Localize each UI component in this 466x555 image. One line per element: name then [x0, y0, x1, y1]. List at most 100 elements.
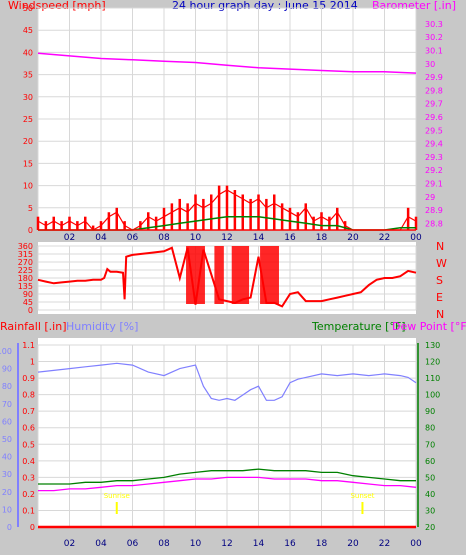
- x-tick-label: 18: [316, 233, 328, 243]
- compass-label: S: [436, 274, 443, 287]
- rain-y-tick: 0: [30, 523, 35, 532]
- rain-y-tick: 0.6: [22, 424, 35, 433]
- barometer-y-tick: 29: [425, 193, 435, 202]
- x-tick-label: 16: [284, 539, 296, 549]
- direction-y-tick: 180: [18, 274, 33, 283]
- barometer-axis-title: Barometer [.in]: [372, 0, 456, 12]
- compass-label: N: [436, 308, 444, 321]
- x-tick-label: 14: [253, 233, 265, 243]
- compass-label: N: [436, 240, 444, 253]
- barometer-y-tick: 29.5: [425, 126, 443, 135]
- rain-y-tick: 1: [30, 358, 35, 367]
- wind-y-tick: 40: [23, 48, 33, 57]
- wind-y-tick: 30: [23, 93, 33, 102]
- rain-y-tick: 0.5: [22, 440, 35, 449]
- barometer-y-tick: 28.8: [425, 219, 443, 228]
- sun-label: Sunrise: [104, 492, 130, 500]
- direction-y-tick: 315: [18, 250, 33, 259]
- barometer-line: [37, 52, 417, 74]
- rain-y-tick-labels: 0 0.1 0.2 0.3 0.4 0.5 0.6 0.7 0.8 0.9 1 1.1: [22, 341, 35, 532]
- compass-label: E: [436, 291, 443, 304]
- direction-y-tick: 135: [18, 282, 33, 291]
- x-tick-label: 02: [64, 539, 75, 549]
- barometer-y-tick: 29.8: [425, 86, 443, 95]
- x-tick-label: 16: [284, 233, 296, 243]
- barometer-y-tick: 29.1: [425, 179, 443, 188]
- temperature-line: [38, 468, 416, 485]
- wind-y-tick: 45: [23, 26, 33, 35]
- humidity-y-tick-labels: 0 10 20 30 40 50 60 70 80 90 100: [0, 343, 19, 532]
- temperature-y-tick: 30: [425, 506, 435, 515]
- wind-y-tick: 50: [23, 4, 33, 13]
- humidity-y-tick: 50: [2, 435, 12, 444]
- wind-y-tick: 20: [23, 137, 33, 146]
- x-tick-label: 06: [127, 233, 139, 243]
- barometer-y-tick: 29.9: [425, 73, 443, 82]
- x-tick-label: 10: [190, 233, 202, 243]
- humidity-y-tick: 70: [2, 400, 12, 409]
- temp-series: Sunrise Sunset: [37, 344, 417, 529]
- temperature-axis-title: Temperature [°F]: [311, 320, 406, 333]
- humidity-line: [37, 362, 417, 401]
- barometer-y-tick-labels: 28.8 28.9 29 29.1 29.2 29.3 29.4 29.5 29.6 29.7 29…: [425, 20, 443, 228]
- x-tick-label: 18: [316, 539, 328, 549]
- barometer-y-tick: 29.2: [425, 166, 443, 175]
- x-tick-label: 22: [379, 539, 390, 549]
- humidity-y-tick: 10: [2, 505, 12, 514]
- rain-y-tick: 0.2: [22, 490, 35, 499]
- temperature-y-tick: 130: [425, 341, 440, 350]
- sun-label: Sunset: [350, 492, 374, 500]
- x-tick-label: 08: [158, 539, 170, 549]
- humidity-axis-title: Humidity [%]: [66, 320, 138, 333]
- temperature-y-tick: 120: [425, 358, 440, 367]
- direction-y-tick: 90: [23, 290, 33, 299]
- time-x-tick-labels: 02 04 06 08 10 12 14 16 18 20 22 00: [64, 233, 422, 243]
- direction-y-tick: 45: [23, 298, 33, 307]
- x-tick-label: 06: [127, 539, 139, 549]
- x-tick-label: 04: [95, 233, 107, 243]
- barometer-y-tick: 29.6: [425, 113, 443, 122]
- rain-y-tick: 0.1: [22, 506, 35, 515]
- rain-y-tick: 0.3: [22, 473, 35, 482]
- rain-y-tick: 0.4: [22, 457, 35, 466]
- wind-y-tick: 10: [23, 182, 33, 191]
- temperature-y-tick: 60: [425, 457, 435, 466]
- x-tick-label: 02: [64, 233, 75, 243]
- barometer-y-tick: 30.1: [425, 47, 443, 56]
- temperature-y-tick-labels: 20 30 40 50 60 70 80 90 100 110 120 130: [417, 341, 440, 532]
- temperature-y-tick: 110: [425, 374, 440, 383]
- dewpoint-axis-title: Dew Point [°F]: [392, 320, 466, 333]
- wind-y-tick: 0: [28, 226, 33, 235]
- humidity-y-tick: 60: [2, 417, 12, 426]
- x-tick-label: 14: [253, 539, 265, 549]
- barometer-y-tick: 30: [425, 60, 435, 69]
- wind-direction-dense-block: [214, 246, 224, 304]
- direction-y-tick: 0: [28, 306, 33, 315]
- rain-y-tick: 0.9: [22, 374, 35, 383]
- barometer-y-tick: 29.7: [425, 100, 443, 109]
- barometer-y-tick: 28.9: [425, 206, 443, 215]
- rain-y-tick: 1.1: [22, 341, 35, 350]
- wind-y-tick: 5: [28, 204, 33, 213]
- temperature-y-tick: 80: [425, 424, 435, 433]
- barometer-y-tick: 29.4: [425, 140, 443, 149]
- wind-y-tick: 25: [23, 115, 33, 124]
- rain-y-tick: 0.8: [22, 391, 35, 400]
- temperature-y-tick: 90: [425, 407, 435, 416]
- wind-direction-dense-block: [231, 246, 250, 304]
- wind-y-tick-labels: 0 5 10 15 20 25 30 35 40 45 50: [23, 4, 33, 235]
- barometer-y-tick: 30.3: [425, 20, 443, 29]
- rain-y-tick: 0.7: [22, 407, 35, 416]
- x-tick-label: 08: [158, 233, 170, 243]
- x-tick-label: 00: [410, 233, 422, 243]
- time-x-tick-labels-bottom: 02 04 06 08 10 12 14 16 18 20 22 00: [64, 539, 422, 549]
- x-tick-label: 00: [410, 539, 422, 549]
- x-tick-label: 22: [379, 233, 390, 243]
- compass-label: W: [436, 257, 447, 270]
- humidity-y-tick: 40: [2, 453, 12, 462]
- x-tick-label: 12: [221, 539, 232, 549]
- x-tick-label: 20: [347, 539, 359, 549]
- humidity-y-tick: 20: [2, 488, 12, 497]
